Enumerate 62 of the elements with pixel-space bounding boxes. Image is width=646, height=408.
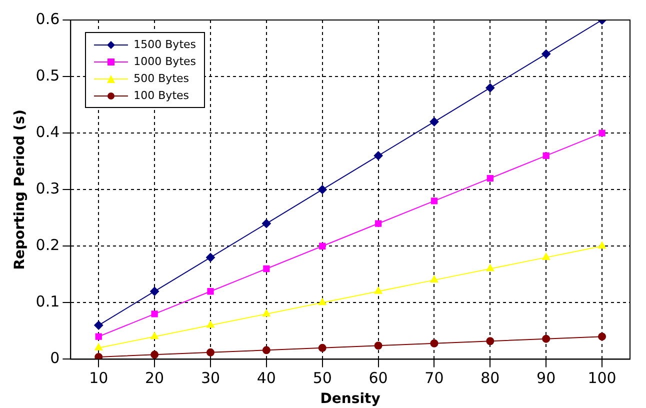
- x-tick-label: 20: [145, 369, 164, 388]
- point: [206, 320, 214, 328]
- point: [542, 49, 551, 58]
- point: [318, 185, 327, 194]
- point: [150, 332, 159, 340]
- point: [150, 286, 160, 296]
- point: [486, 264, 494, 272]
- point: [207, 288, 214, 295]
- point: [374, 286, 382, 294]
- point: [94, 343, 103, 350]
- legend-label: 100 Bytes: [134, 89, 190, 102]
- point: [94, 320, 104, 330]
- y-tick-label: 0.3: [36, 179, 60, 198]
- point: [262, 346, 270, 354]
- x-tick-label: 40: [256, 369, 276, 388]
- point: [95, 333, 102, 340]
- legend-label: 500 Bytes: [134, 72, 190, 85]
- point: [318, 298, 326, 306]
- point: [94, 352, 103, 360]
- x-tick-label: 70: [424, 369, 444, 388]
- x-tick-label: 90: [536, 369, 556, 388]
- point: [206, 252, 215, 262]
- legend-label: 1000 Bytes: [134, 55, 196, 68]
- point: [430, 339, 438, 348]
- point: [542, 334, 550, 343]
- y-tick-label: 0: [50, 349, 60, 368]
- point: [318, 344, 326, 352]
- point: [430, 276, 438, 283]
- legend-label: 1500 Bytes: [134, 38, 196, 51]
- point: [263, 265, 270, 272]
- point: [598, 242, 606, 249]
- point: [319, 242, 326, 250]
- point: [262, 219, 271, 228]
- y-axis-title: Reporting Period (s): [12, 109, 28, 270]
- y-tick-label: 0.6: [36, 10, 60, 28]
- point: [486, 83, 495, 92]
- x-tick-label: 30: [200, 369, 220, 388]
- y-tick-label: 0.1: [36, 292, 60, 311]
- point: [430, 198, 438, 204]
- point: [486, 337, 494, 346]
- point: [151, 310, 158, 318]
- point: [374, 342, 382, 350]
- y-tick-label: 0.2: [36, 236, 60, 254]
- point: [430, 117, 439, 126]
- x-tick-label: 80: [480, 369, 500, 388]
- point: [486, 174, 494, 182]
- point: [206, 348, 214, 356]
- y-tick-label: 0.4: [36, 122, 60, 141]
- point: [262, 309, 270, 316]
- point: [150, 350, 159, 359]
- y-tick-label: 0.5: [36, 66, 60, 84]
- point: [542, 152, 550, 160]
- point: [598, 130, 606, 136]
- x-tick-label: 60: [368, 369, 388, 388]
- x-tick-label: 50: [312, 369, 332, 388]
- x-tick-label: 10: [89, 369, 108, 388]
- x-tick-label: 100: [588, 369, 616, 388]
- point: [374, 151, 383, 160]
- point: [598, 332, 606, 341]
- point: [374, 220, 382, 227]
- point: [542, 252, 550, 260]
- x-axis-title: Density: [320, 391, 380, 408]
